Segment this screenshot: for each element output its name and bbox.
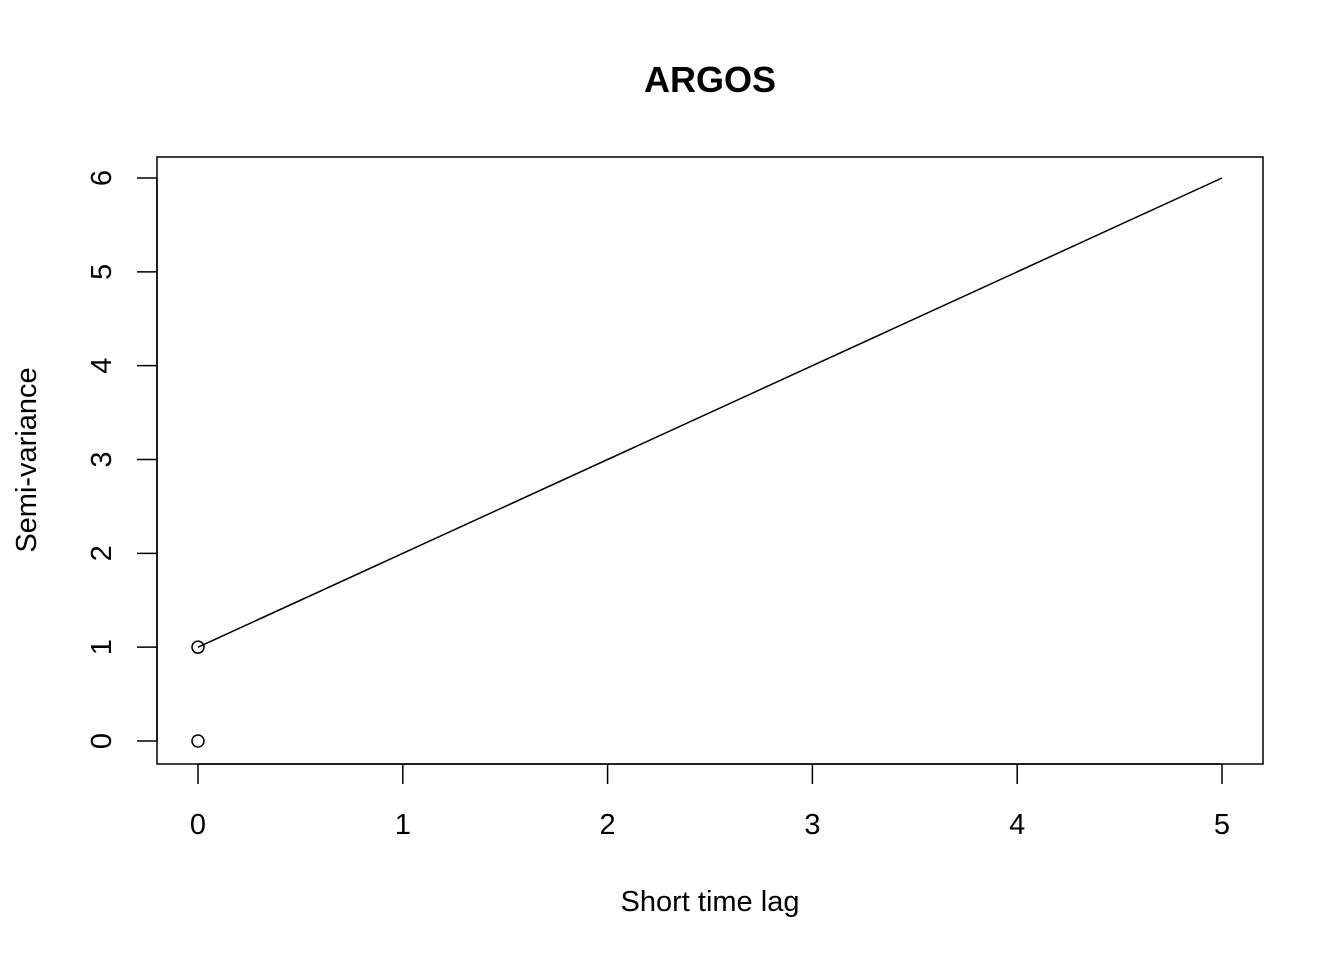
x-tick-label: 5 <box>1214 809 1230 841</box>
y-axis-label: Semi-variance <box>11 367 43 552</box>
y-tick-label: 3 <box>86 451 118 467</box>
data-point <box>191 734 205 748</box>
data-point <box>191 640 205 654</box>
x-axis: 0 1 2 3 4 5 <box>190 763 1230 841</box>
series-line <box>197 177 1223 648</box>
x-tick-label: 1 <box>395 809 411 841</box>
chart-title: ARGOS <box>644 59 776 100</box>
y-axis: 0 1 2 3 4 5 6 <box>86 170 158 749</box>
x-tick-label: 3 <box>804 809 820 841</box>
y-tick-label: 1 <box>86 639 118 655</box>
plot-frame <box>156 156 1264 765</box>
y-tick-label: 0 <box>86 733 118 749</box>
y-tick-label: 4 <box>86 358 118 374</box>
y-tick-label: 5 <box>86 264 118 280</box>
x-tick-label: 2 <box>600 809 616 841</box>
x-axis-label: Short time lag <box>621 886 800 918</box>
series-layer <box>191 177 1223 748</box>
x-tick-label: 0 <box>190 809 206 841</box>
x-tick-label: 4 <box>1009 809 1025 841</box>
y-tick-label: 6 <box>86 170 118 186</box>
y-tick-label: 2 <box>86 545 118 561</box>
